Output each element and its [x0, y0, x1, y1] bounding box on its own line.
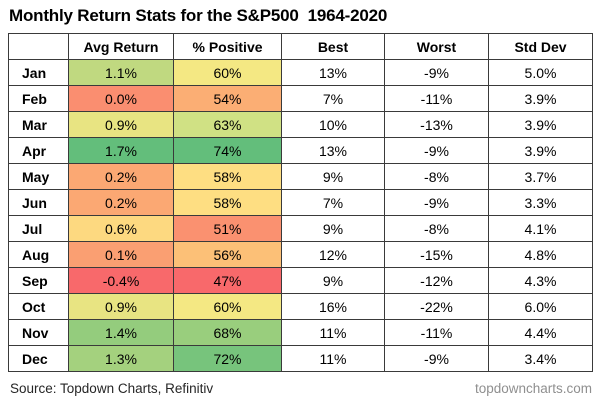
website-text: topdowncharts.com — [474, 381, 592, 396]
cell-best: 11% — [281, 319, 385, 346]
column-header-month — [8, 33, 69, 60]
cell-std-dev: 3.9% — [488, 85, 593, 112]
table-row: Nov 1.4% 68% 11% -11% 4.4% — [8, 319, 593, 346]
cell-std-dev: 4.4% — [488, 319, 593, 346]
cell-avg-return: 1.3% — [68, 345, 174, 372]
cell-pct-positive: 54% — [173, 85, 282, 112]
header-row: Avg Return % Positive Best Worst Std Dev — [8, 33, 593, 60]
cell-month: Oct — [8, 293, 69, 320]
cell-month: May — [8, 163, 69, 190]
source-note: Source: Topdown Charts, Refinitiv — [10, 381, 214, 396]
cell-std-dev: 4.3% — [488, 267, 593, 294]
cell-month: Apr — [8, 137, 69, 164]
cell-avg-return: 0.2% — [68, 163, 174, 190]
cell-worst: -13% — [384, 111, 489, 138]
cell-pct-positive: 60% — [173, 293, 282, 320]
cell-avg-return: 0.2% — [68, 189, 174, 216]
table-row: Jul 0.6% 51% 9% -8% 4.1% — [8, 215, 593, 242]
cell-pct-positive: 56% — [173, 241, 282, 268]
table-row: Dec 1.3% 72% 11% -9% 3.4% — [8, 345, 593, 372]
cell-month: Jun — [8, 189, 69, 216]
table-header: Avg Return % Positive Best Worst Std Dev — [8, 33, 593, 60]
cell-worst: -22% — [384, 293, 489, 320]
cell-pct-positive: 51% — [173, 215, 282, 242]
column-header-std-dev: Std Dev — [488, 33, 593, 60]
column-header-avg-return: Avg Return — [68, 33, 174, 60]
column-header-worst: Worst — [384, 33, 489, 60]
cell-worst: -11% — [384, 85, 489, 112]
cell-avg-return: -0.4% — [68, 267, 174, 294]
cell-worst: -9% — [384, 345, 489, 372]
table-row: Jan 1.1% 60% 13% -9% 5.0% — [8, 59, 593, 86]
cell-best: 16% — [281, 293, 385, 320]
cell-pct-positive: 58% — [173, 163, 282, 190]
cell-pct-positive: 72% — [173, 345, 282, 372]
table-row: Oct 0.9% 60% 16% -22% 6.0% — [8, 293, 593, 320]
cell-month: Sep — [8, 267, 69, 294]
cell-pct-positive: 68% — [173, 319, 282, 346]
table-row: May 0.2% 58% 9% -8% 3.7% — [8, 163, 593, 190]
cell-month: Mar — [8, 111, 69, 138]
cell-std-dev: 3.4% — [488, 345, 593, 372]
cell-avg-return: 0.1% — [68, 241, 174, 268]
cell-worst: -12% — [384, 267, 489, 294]
cell-worst: -9% — [384, 137, 489, 164]
table-row: Sep -0.4% 47% 9% -12% 4.3% — [8, 267, 593, 294]
cell-avg-return: 1.7% — [68, 137, 174, 164]
cell-best: 7% — [281, 85, 385, 112]
cell-avg-return: 1.1% — [68, 59, 174, 86]
table-row: Apr 1.7% 74% 13% -9% 3.9% — [8, 137, 593, 164]
table-row: Mar 0.9% 63% 10% -13% 3.9% — [8, 111, 593, 138]
cell-best: 9% — [281, 215, 385, 242]
cell-month: Jul — [8, 215, 69, 242]
cell-worst: -9% — [384, 59, 489, 86]
cell-best: 11% — [281, 345, 385, 372]
table-row: Aug 0.1% 56% 12% -15% 4.8% — [8, 241, 593, 268]
cell-best: 10% — [281, 111, 385, 138]
cell-pct-positive: 58% — [173, 189, 282, 216]
table-row: Jun 0.2% 58% 7% -9% 3.3% — [8, 189, 593, 216]
cell-month: Aug — [8, 241, 69, 268]
cell-avg-return: 0.6% — [68, 215, 174, 242]
cell-month: Jan — [8, 59, 69, 86]
cell-best: 9% — [281, 163, 385, 190]
cell-std-dev: 6.0% — [488, 293, 593, 320]
cell-worst: -11% — [384, 319, 489, 346]
cell-best: 12% — [281, 241, 385, 268]
table-body: Jan 1.1% 60% 13% -9% 5.0% Feb 0.0% 54% 7% -11% 3.9%… — [8, 59, 593, 372]
cell-best: 13% — [281, 59, 385, 86]
cell-std-dev: 3.9% — [488, 137, 593, 164]
table-row: Feb 0.0% 54% 7% -11% 3.9% — [8, 85, 593, 112]
cell-std-dev: 3.7% — [488, 163, 593, 190]
cell-std-dev: 3.9% — [488, 111, 593, 138]
cell-month: Dec — [8, 345, 69, 372]
cell-std-dev: 4.1% — [488, 215, 593, 242]
cell-std-dev: 5.0% — [488, 59, 593, 86]
footer: Source: Topdown Charts, Refinitiv topdow… — [10, 381, 592, 396]
cell-month: Feb — [8, 85, 69, 112]
page-title: Monthly Return Stats for the S&P500 1964… — [9, 6, 388, 25]
cell-month: Nov — [8, 319, 69, 346]
cell-std-dev: 4.8% — [488, 241, 593, 268]
cell-pct-positive: 74% — [173, 137, 282, 164]
column-header-pct-positive: % Positive — [173, 33, 282, 60]
cell-best: 9% — [281, 267, 385, 294]
cell-worst: -8% — [384, 163, 489, 190]
column-header-best: Best — [281, 33, 385, 60]
cell-best: 13% — [281, 137, 385, 164]
cell-worst: -8% — [384, 215, 489, 242]
cell-worst: -9% — [384, 189, 489, 216]
cell-avg-return: 0.9% — [68, 111, 174, 138]
cell-avg-return: 0.0% — [68, 85, 174, 112]
cell-std-dev: 3.3% — [488, 189, 593, 216]
cell-avg-return: 0.9% — [68, 293, 174, 320]
cell-pct-positive: 63% — [173, 111, 282, 138]
cell-pct-positive: 60% — [173, 59, 282, 86]
monthly-return-stats-table: Avg Return % Positive Best Worst Std Dev… — [8, 33, 593, 372]
cell-best: 7% — [281, 189, 385, 216]
cell-pct-positive: 47% — [173, 267, 282, 294]
cell-avg-return: 1.4% — [68, 319, 174, 346]
cell-worst: -15% — [384, 241, 489, 268]
